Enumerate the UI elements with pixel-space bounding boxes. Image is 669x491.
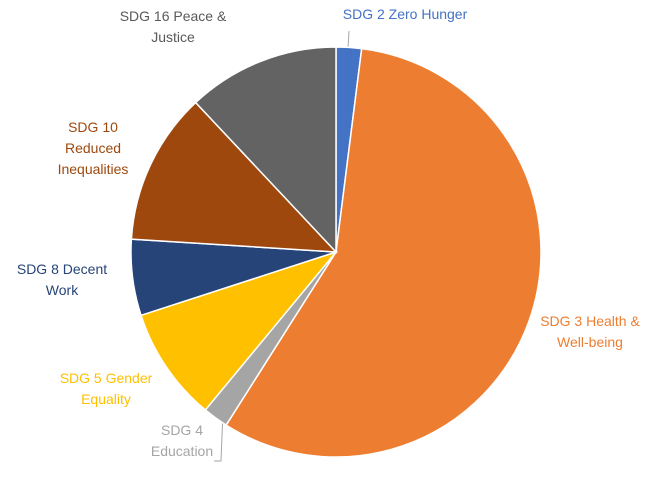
slice-label: SDG 8 Decent Work [16,261,108,298]
slice-label: SDG 16 Peace & Justice [119,8,227,45]
slice-label: SDG 2 Zero Hunger [342,6,468,22]
pie-slice [130,101,338,253]
pie-slice [225,47,542,458]
slice-label: SDG 10 Reduced Inequalities [57,119,129,177]
slice-label: SDG 5 Gender Equality [59,370,153,407]
leader-line [347,30,350,50]
slice-label: SDG 4 Education [150,422,214,459]
leader-line [214,410,224,462]
pie-slice [140,250,339,412]
pie-slice [194,46,337,254]
slice-label: SDG 3 Health & Well-being [540,313,640,350]
